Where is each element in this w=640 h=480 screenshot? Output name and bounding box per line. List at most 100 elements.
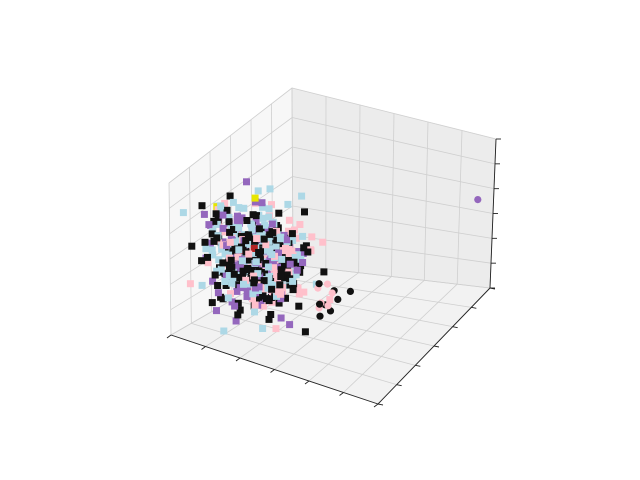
data-point: [204, 253, 211, 261]
data-point: [316, 312, 324, 320]
data-point: [226, 238, 234, 246]
data-point: [275, 299, 283, 307]
data-point: [326, 296, 334, 304]
data-point: [274, 263, 281, 271]
data-point: [251, 194, 259, 202]
data-point: [282, 244, 289, 252]
data-point: [217, 265, 225, 273]
data-point: [198, 257, 206, 265]
data-point: [221, 199, 229, 207]
data-point: [267, 311, 275, 318]
data-point: [227, 256, 235, 264]
data-point: [285, 216, 293, 224]
data-point: [249, 211, 257, 219]
data-point: [240, 280, 247, 288]
data-point: [201, 238, 209, 246]
data-point: [245, 250, 253, 258]
data-point: [265, 273, 273, 281]
data-point: [316, 300, 324, 308]
data-point: [292, 234, 300, 242]
data-point: [259, 302, 267, 310]
data-point: [290, 258, 298, 266]
data-point: [289, 237, 297, 244]
y-tick: [471, 306, 477, 309]
y-tick: [377, 403, 384, 406]
data-point: [262, 241, 270, 249]
data-point: [253, 235, 261, 242]
data-point: [273, 227, 280, 235]
data-point: [225, 218, 233, 226]
data-point: [474, 196, 482, 204]
axes-lines: [166, 138, 501, 408]
data-point: [248, 265, 256, 273]
data-point: [179, 209, 187, 217]
data-point: [275, 249, 282, 257]
data-point: [286, 260, 294, 268]
data-point: [213, 234, 221, 242]
data-point: [268, 201, 275, 209]
data-point: [224, 294, 232, 302]
data-point: [209, 225, 217, 233]
data-point: [261, 221, 269, 229]
data-point: [261, 269, 268, 276]
data-point: [252, 284, 259, 292]
data-point: [244, 256, 252, 264]
data-point: [242, 276, 250, 284]
y-tick: [415, 364, 421, 367]
data-point: [301, 328, 309, 336]
data-point: [229, 198, 237, 206]
data-point: [259, 203, 267, 211]
data-point: [217, 202, 225, 210]
data-point: [213, 307, 220, 315]
data-point: [259, 325, 267, 332]
data-point: [240, 204, 248, 212]
data-point: [323, 280, 332, 288]
data-point: [282, 294, 289, 302]
data-point: [285, 251, 293, 259]
data-point: [208, 299, 216, 307]
data-point: [273, 292, 280, 300]
data-point: [265, 315, 273, 323]
data-point: [227, 290, 234, 298]
data-point: [260, 277, 268, 285]
data-point: [291, 226, 298, 234]
data-point: [299, 259, 307, 266]
data-point: [202, 245, 210, 253]
data-point: [260, 235, 268, 243]
data-point: [277, 273, 285, 280]
data-point: [253, 296, 260, 304]
data-point: [286, 321, 294, 329]
data-point: [285, 227, 292, 235]
data-point: [250, 245, 258, 252]
data-point: [277, 295, 285, 303]
data-point: [334, 295, 342, 303]
data-point: [236, 219, 243, 227]
data-point: [283, 236, 290, 244]
data-point: [209, 251, 217, 259]
data-point: [283, 271, 291, 279]
data-points: [179, 178, 482, 336]
data-point: [262, 226, 270, 234]
data-point: [300, 244, 308, 252]
data-point: [219, 224, 227, 232]
data-point: [198, 202, 206, 210]
data-point: [264, 280, 272, 288]
data-point: [265, 205, 273, 213]
data-point: [223, 242, 231, 250]
data-point: [252, 217, 260, 225]
data-point: [276, 235, 284, 243]
data-point: [232, 317, 240, 325]
data-point: [293, 266, 301, 274]
data-point: [291, 254, 299, 261]
x-tick: [166, 334, 172, 339]
x-tick: [339, 392, 344, 396]
data-point: [231, 302, 239, 310]
data-point: [206, 239, 214, 247]
data-point: [229, 247, 237, 255]
x-tick: [270, 369, 275, 373]
data-point: [235, 246, 243, 254]
data-point: [200, 210, 208, 218]
data-point: [315, 280, 323, 288]
data-point: [204, 259, 212, 267]
data-point: [248, 226, 256, 234]
